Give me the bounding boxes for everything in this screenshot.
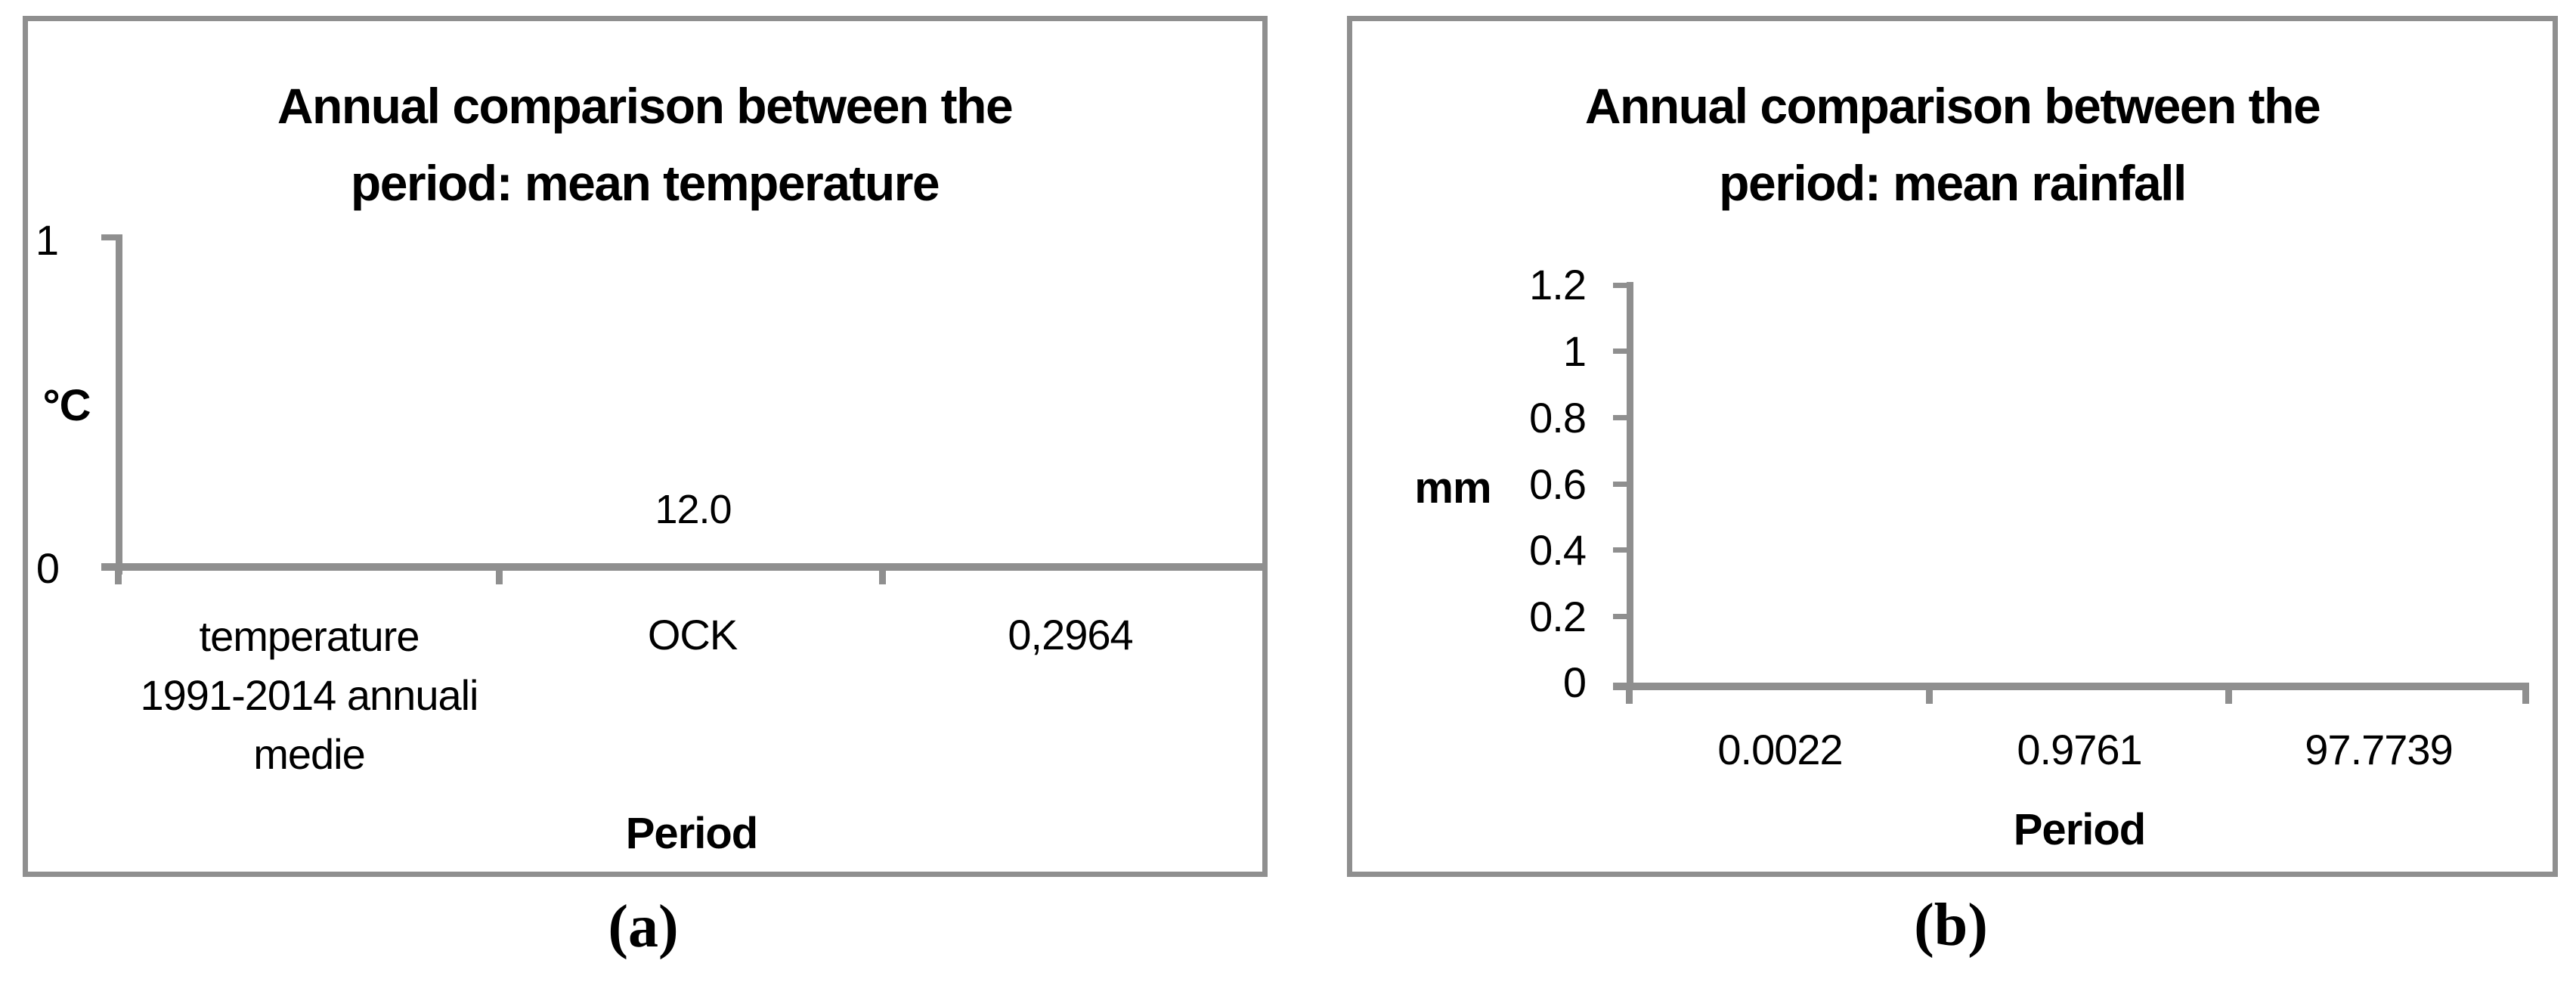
panel-a-x-axis-tick-1 [115, 571, 122, 584]
panel-b-category-2: 0.9761 [2017, 726, 2142, 773]
panel-b-y-axis-unit-label: mm [1414, 463, 1491, 513]
panel-a-category-1-line-1: temperature [199, 612, 420, 660]
panel-b-y-tick-1.2 [1613, 283, 1627, 288]
panel-b-y-tick-0.2 [1613, 614, 1627, 619]
panel-b-y-tick-label-0: 0 [1562, 658, 1587, 706]
panel-b-x-axis-line [1613, 683, 2529, 690]
panel-a-x-axis-tick-2 [496, 571, 503, 584]
panel-a-title-line-1: Annual comparison between the [277, 78, 1014, 134]
panel-b-caption: (b) [1914, 892, 1988, 959]
panel-a-mean-temperature-chart [23, 16, 1268, 877]
panel-b-y-tick-label-1: 1 [1562, 327, 1587, 375]
panel-b-x-axis-tick-3 [2225, 690, 2232, 704]
panel-a-x-axis-title: Period [625, 809, 758, 858]
panel-b-x-axis-tick-2 [1926, 690, 1933, 704]
panel-b-title-line-1: Annual comparison between the [1584, 78, 2321, 134]
panel-a-y-axis-tick-1 [101, 234, 116, 240]
panel-b-y-tick-0.4 [1613, 547, 1627, 553]
panel-a-data-label: 12.0 [655, 487, 732, 532]
panel-a-title-line-2: period: mean temperature [350, 155, 940, 211]
panel-a-x-axis-line [101, 563, 1268, 571]
panel-a-category-3: 0,2964 [1008, 611, 1133, 658]
panel-b-category-3: 97.7739 [2305, 726, 2453, 773]
panel-b-y-tick-label-0.6: 0.6 [1529, 460, 1587, 508]
panel-a-category-1-line-3: medie [253, 730, 366, 778]
panel-b-y-tick-label-0.4: 0.4 [1529, 526, 1587, 574]
panel-b-category-1: 0.0022 [1717, 726, 1843, 773]
panel-a-x-axis-tick-3 [879, 571, 886, 584]
panel-b-y-tick-0.8 [1613, 415, 1627, 420]
panel-a-y-axis-unit-label: °C [42, 381, 91, 430]
panel-a-y-tick-label-top: 1 [35, 216, 59, 264]
panel-a-y-axis-line [116, 234, 122, 575]
panel-b-x-axis-tick-4 [2522, 690, 2529, 704]
panel-b-x-axis-title: Period [2013, 805, 2146, 854]
panel-b-y-tick-0.6 [1613, 482, 1627, 487]
panel-b-title-line-2: period: mean rainfall [1719, 155, 2187, 211]
panel-b-y-tick-label-0.8: 0.8 [1529, 394, 1587, 441]
panel-b-y-tick-label-0.2: 0.2 [1529, 593, 1587, 640]
panel-b-y-axis-line [1627, 282, 1633, 690]
panel-b-mean-rainfall-chart [1347, 16, 2558, 877]
panel-b-y-tick-label-1.2: 1.2 [1529, 261, 1587, 308]
panel-b-y-tick-1.0 [1613, 349, 1627, 354]
panel-a-y-tick-label-bottom: 0 [36, 544, 60, 592]
panel-a-category-2: OCK [647, 611, 738, 658]
panel-a-category-1-line-2: 1991-2014 annuali [140, 671, 479, 719]
panel-a-caption: (a) [608, 894, 679, 960]
panel-b-x-axis-tick-1 [1626, 690, 1633, 704]
